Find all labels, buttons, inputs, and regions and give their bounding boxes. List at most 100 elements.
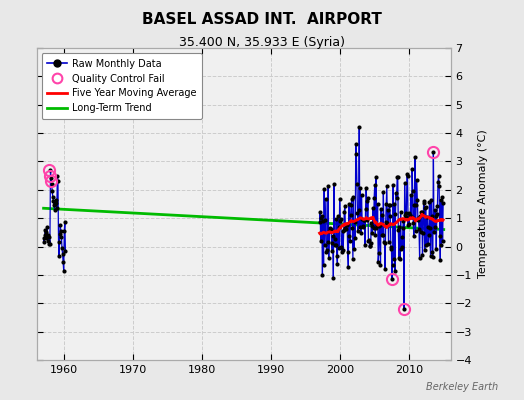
Point <box>369 205 377 211</box>
Point <box>325 228 333 234</box>
Point <box>430 228 438 235</box>
Point <box>431 207 439 213</box>
Point <box>332 216 341 222</box>
Point <box>397 246 406 252</box>
Point <box>322 196 330 202</box>
Point <box>370 182 379 188</box>
Point <box>347 202 355 208</box>
Point <box>51 196 60 203</box>
Point <box>379 232 387 238</box>
Point <box>383 182 391 189</box>
Point <box>413 196 421 203</box>
Point <box>394 226 402 233</box>
Point <box>339 247 347 254</box>
Point <box>388 276 396 282</box>
Point <box>387 244 395 250</box>
Point <box>344 264 353 270</box>
Point <box>60 228 69 234</box>
Point <box>353 181 361 188</box>
Point <box>435 233 444 239</box>
Point <box>416 213 424 219</box>
Point <box>358 216 366 223</box>
Point <box>50 206 59 213</box>
Point <box>381 266 389 272</box>
Point <box>362 185 370 192</box>
Point <box>397 208 405 215</box>
Point <box>337 244 346 250</box>
Point <box>352 141 360 148</box>
Point <box>338 249 346 255</box>
Point <box>346 237 354 244</box>
Point <box>357 229 365 236</box>
Point <box>365 237 373 243</box>
Point <box>377 232 386 238</box>
Point <box>409 188 417 194</box>
Point <box>42 235 50 241</box>
Point <box>398 244 407 251</box>
Point <box>323 247 331 254</box>
Point <box>317 214 325 221</box>
Point <box>437 242 445 248</box>
Point <box>399 224 407 231</box>
Point <box>351 234 359 241</box>
Point <box>357 192 366 198</box>
Point <box>412 176 421 183</box>
Point <box>420 198 429 204</box>
Point <box>61 219 69 226</box>
Point <box>434 172 443 179</box>
Point <box>366 242 374 249</box>
Y-axis label: Temperature Anomaly (°C): Temperature Anomaly (°C) <box>477 130 487 278</box>
Point <box>410 233 418 239</box>
Point <box>428 212 436 219</box>
Point <box>412 202 420 208</box>
Point <box>350 246 358 252</box>
Point <box>52 199 60 206</box>
Point <box>374 258 383 265</box>
Point <box>47 175 55 182</box>
Point <box>43 232 52 238</box>
Point <box>432 246 441 253</box>
Point <box>435 183 443 190</box>
Point <box>382 200 390 207</box>
Point <box>333 261 342 267</box>
Point <box>40 239 48 246</box>
Point <box>396 255 404 262</box>
Point <box>367 219 376 226</box>
Point <box>352 151 361 158</box>
Point <box>430 224 439 230</box>
Point <box>380 239 388 246</box>
Point <box>363 198 371 204</box>
Point <box>433 210 441 217</box>
Point <box>49 194 57 200</box>
Point <box>318 213 326 219</box>
Point <box>439 238 447 244</box>
Point <box>328 248 336 254</box>
Point <box>61 248 70 254</box>
Point <box>366 240 375 247</box>
Point <box>351 219 359 225</box>
Point <box>365 243 374 249</box>
Point <box>354 207 363 213</box>
Point <box>404 222 412 228</box>
Point <box>392 195 401 201</box>
Point <box>319 218 327 224</box>
Point <box>330 181 338 187</box>
Point <box>389 256 398 263</box>
Point <box>371 232 379 239</box>
Point <box>334 224 343 230</box>
Point <box>411 153 419 160</box>
Point <box>331 236 339 242</box>
Point <box>59 259 67 265</box>
Point <box>418 252 427 258</box>
Point <box>373 222 381 228</box>
Point <box>401 212 409 218</box>
Point <box>342 220 351 227</box>
Point <box>326 227 335 234</box>
Point <box>438 194 446 200</box>
Point <box>372 225 380 231</box>
Point <box>335 196 344 202</box>
Point <box>403 171 411 178</box>
Point <box>436 257 444 263</box>
Point <box>56 230 64 237</box>
Point <box>42 229 51 236</box>
